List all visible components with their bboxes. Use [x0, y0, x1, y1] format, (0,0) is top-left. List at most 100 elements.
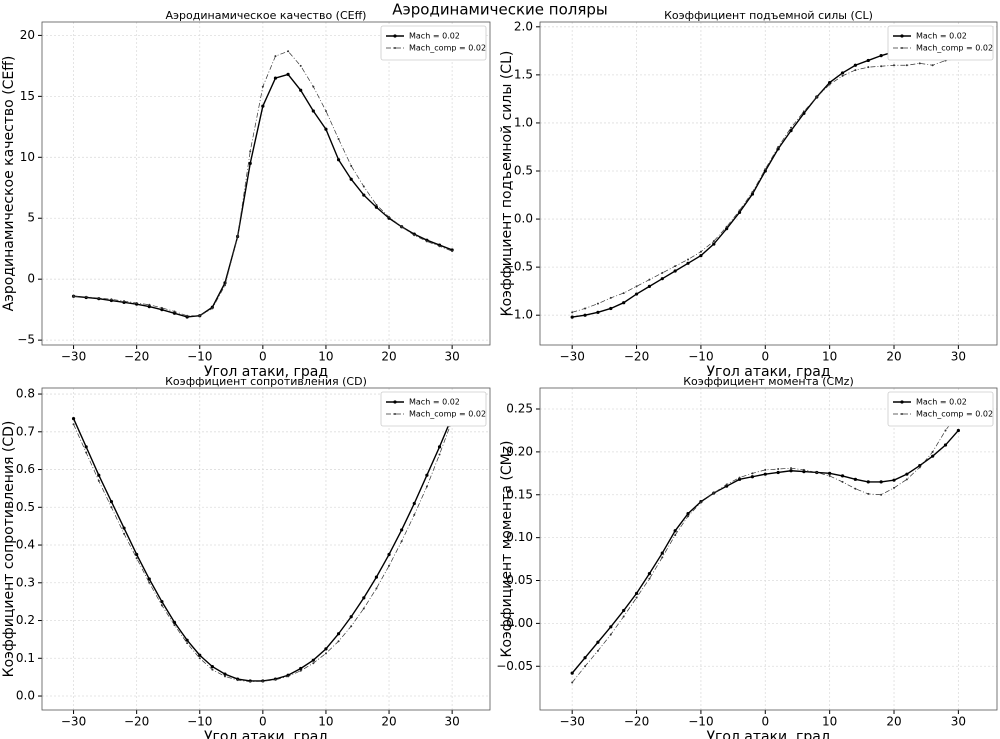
data-point: [893, 64, 896, 67]
x-tick-label: 30: [445, 350, 460, 364]
plot-area: [42, 22, 490, 345]
data-point: [918, 466, 921, 469]
x-tick-label: −20: [624, 350, 649, 364]
data-point: [725, 483, 728, 486]
y-tick-label: 1.0: [514, 115, 533, 129]
y-tick-label: 0.8: [16, 387, 35, 401]
data-point: [437, 445, 442, 449]
plot-area: [540, 388, 997, 710]
data-point: [944, 429, 947, 432]
data-point: [880, 493, 883, 496]
data-point: [776, 470, 780, 475]
data-point: [110, 506, 113, 509]
y-tick-label: 0.20: [506, 444, 533, 458]
data-point: [661, 556, 664, 559]
data-point: [841, 480, 844, 483]
y-tick-label: 0.25: [506, 402, 533, 416]
data-point: [72, 423, 75, 426]
data-point: [299, 64, 302, 67]
data-point: [85, 451, 88, 454]
data-point: [388, 564, 391, 567]
data-point: [249, 680, 252, 683]
data-point: [311, 109, 315, 113]
x-tick-label: −30: [61, 350, 86, 364]
data-point: [299, 666, 303, 671]
data-point: [400, 540, 403, 543]
data-point: [802, 468, 805, 471]
x-axis-label: Угол атаки, град: [706, 729, 830, 739]
data-point: [223, 284, 226, 287]
data-point: [647, 284, 652, 288]
x-tick-label: −30: [560, 715, 585, 729]
data-point: [249, 150, 252, 153]
x-tick-label: 20: [381, 350, 396, 364]
axes-frame: [41, 21, 491, 346]
data-point: [789, 469, 793, 473]
y-tick-label: 0.5: [16, 500, 35, 514]
data-point: [854, 487, 857, 490]
chart-title: Коэффициент подъемной силы (CL): [664, 9, 873, 22]
data-point: [413, 513, 416, 516]
data-point: [261, 680, 264, 683]
data-point: [570, 671, 574, 675]
chart-title: Коэффициент момента (CMz): [683, 375, 854, 388]
data-point: [892, 478, 896, 482]
data-point: [905, 472, 909, 476]
data-point: [750, 475, 755, 479]
data-point: [790, 467, 793, 470]
y-tick-label: 0.0: [16, 689, 35, 703]
data-point: [841, 74, 844, 77]
data-point: [828, 474, 831, 477]
data-point: [687, 515, 690, 518]
data-point: [311, 658, 315, 662]
data-point: [634, 292, 639, 296]
data-point: [375, 203, 378, 206]
data-point: [956, 428, 960, 433]
data-point: [738, 476, 741, 479]
data-point: [802, 110, 805, 113]
data-point: [635, 596, 638, 599]
data-point: [185, 638, 189, 642]
x-tick-label: −10: [688, 715, 713, 729]
plot-area: [42, 388, 490, 710]
legend-marker: [393, 400, 397, 404]
data-point: [790, 126, 793, 129]
x-axis-label: Угол атаки, град: [204, 729, 328, 739]
data-point: [918, 62, 921, 65]
data-point: [905, 478, 908, 481]
data-point: [350, 164, 353, 167]
y-tick-label: 0.7: [16, 424, 35, 438]
data-point: [425, 473, 429, 477]
data-point: [866, 58, 870, 63]
figure-title: Аэродинамические поляры: [392, 1, 607, 19]
data-point: [375, 587, 378, 590]
y-tick-label: 15: [20, 89, 35, 103]
data-point: [828, 471, 832, 475]
x-tick-label: 30: [951, 350, 966, 364]
data-point: [336, 632, 341, 636]
data-point: [712, 492, 715, 495]
plot-area: [540, 22, 997, 345]
data-point: [273, 76, 278, 80]
y-tick-label: −5: [17, 333, 35, 347]
data-point: [751, 472, 754, 475]
data-point: [647, 572, 652, 576]
x-tick-label: 0: [259, 350, 267, 364]
x-tick-label: −10: [187, 715, 212, 729]
data-point: [160, 600, 164, 604]
data-point: [905, 64, 908, 67]
data-point: [931, 454, 935, 458]
data-point: [596, 310, 600, 314]
data-point: [248, 161, 252, 165]
data-point: [223, 672, 227, 676]
data-point: [186, 642, 189, 645]
data-point: [362, 607, 365, 610]
data-point: [648, 278, 651, 281]
x-tick-label: 20: [886, 715, 901, 729]
data-point: [763, 169, 767, 173]
data-point: [425, 485, 428, 488]
data-point: [751, 191, 754, 194]
data-point: [84, 445, 88, 449]
y-tick-label: 20: [20, 28, 35, 42]
x-tick-label: 0: [761, 350, 769, 364]
